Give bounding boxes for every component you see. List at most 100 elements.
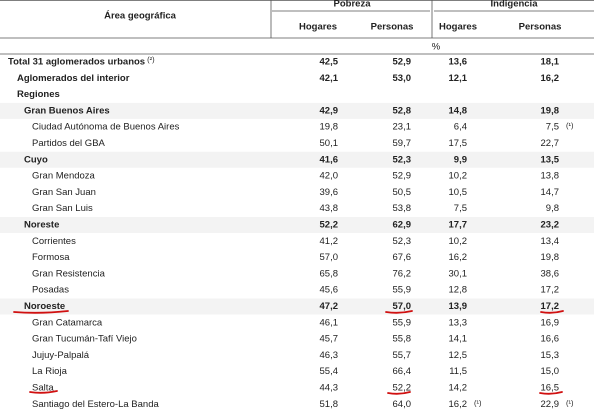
- cell: 55,7: [393, 350, 412, 361]
- row-label: Aglomerados del interior: [17, 73, 130, 84]
- cell: 62,9: [393, 220, 412, 231]
- cell: 13,4: [541, 236, 560, 247]
- cell: 45,6: [320, 285, 339, 296]
- row-label: Gran San Juan: [32, 187, 96, 198]
- row-label: Gran Mendoza: [32, 171, 96, 182]
- row-label: Gran Buenos Aires: [24, 105, 110, 116]
- cell: 23,2: [541, 220, 560, 231]
- underline: [29, 390, 58, 394]
- row-label: Salta: [32, 383, 54, 394]
- cell: 50,1: [320, 138, 339, 149]
- footnote: (¹): [566, 398, 574, 407]
- cell: 13,9: [449, 301, 468, 312]
- cell: 43,8: [320, 203, 339, 214]
- annotations: [13, 310, 564, 395]
- cell: 10,2: [449, 171, 468, 182]
- row-label: Formosa: [32, 252, 70, 263]
- col-header: Hogares: [439, 22, 477, 33]
- row-shade: [0, 298, 594, 315]
- cell: 53,0: [393, 73, 412, 84]
- pobreza-header: Pobreza: [334, 0, 372, 10]
- cell: 65,8: [320, 268, 339, 279]
- cell: 39,6: [320, 187, 339, 198]
- cell: 12,8: [449, 285, 468, 296]
- row-shade: [0, 102, 594, 119]
- row-shade: [0, 151, 594, 168]
- cell: 15,3: [541, 350, 560, 361]
- row-label: Gran San Luis: [32, 203, 93, 214]
- cell: 7,5: [454, 203, 467, 214]
- cell: 18,1: [541, 57, 560, 68]
- cell: 59,7: [393, 138, 412, 149]
- cell: 76,2: [393, 268, 412, 279]
- cell: 55,8: [393, 334, 412, 345]
- cell: 17,5: [449, 138, 468, 149]
- row-label: Ciudad Autónoma de Buenos Aires: [32, 122, 180, 133]
- cell: 67,6: [393, 252, 412, 263]
- cell: 17,2: [541, 301, 560, 312]
- underline: [13, 310, 69, 314]
- cell: 52,2: [393, 383, 412, 394]
- cell: 16,6: [541, 334, 560, 345]
- cell: 41,2: [320, 236, 339, 247]
- cell: 16,2: [541, 73, 560, 84]
- cell: 17,2: [541, 285, 560, 296]
- cell: 16,2: [449, 252, 468, 263]
- unit: %: [432, 42, 441, 53]
- indigencia-header: Indigencia: [491, 0, 539, 10]
- cell: 45,7: [320, 334, 339, 345]
- row-label: Posadas: [32, 285, 69, 296]
- cell: 42,9: [320, 105, 339, 116]
- cell: 42,0: [320, 171, 339, 182]
- row-label: Santiago del Estero-La Banda: [32, 399, 159, 410]
- cell: 13,6: [449, 57, 468, 68]
- cell: 66,4: [393, 366, 412, 377]
- cell: 14,7: [541, 187, 560, 198]
- cell: 7,5: [546, 122, 559, 133]
- cell: 52,2: [320, 220, 339, 231]
- cell: 10,2: [449, 236, 468, 247]
- cell: 9,8: [546, 203, 559, 214]
- row-label: Gran Resistencia: [32, 268, 106, 279]
- cell: 15,0: [541, 366, 560, 377]
- cell: 55,9: [393, 317, 412, 328]
- cell: 55,4: [320, 366, 339, 377]
- cell: 46,1: [320, 317, 339, 328]
- cell: 64,0: [393, 399, 412, 410]
- cell: 47,2: [320, 301, 339, 312]
- underline: [540, 310, 564, 314]
- row-label: Partidos del GBA: [32, 138, 106, 149]
- footnote: (²): [147, 55, 155, 64]
- cell: 22,9: [541, 399, 560, 410]
- footnote: (¹): [474, 398, 482, 407]
- cell: 52,9: [393, 57, 412, 68]
- cell: 9,9: [454, 154, 467, 165]
- cell: 51,8: [320, 399, 339, 410]
- cell: 46,3: [320, 350, 339, 361]
- area-header: Área geográfica: [104, 11, 177, 22]
- cell: 12,5: [449, 350, 468, 361]
- cell: 41,6: [320, 154, 339, 165]
- cell: 42,1: [320, 73, 339, 84]
- cell: 52,8: [393, 105, 412, 116]
- cell: 14,8: [449, 105, 468, 116]
- cell: 12,1: [449, 73, 468, 84]
- cell: 13,5: [541, 154, 560, 165]
- cell: 55,9: [393, 285, 412, 296]
- col-header: Personas: [371, 22, 414, 33]
- cell: 11,5: [449, 366, 467, 377]
- cell: 13,8: [541, 171, 560, 182]
- cell: 44,3: [320, 383, 339, 394]
- row-label: Cuyo: [24, 154, 48, 165]
- cell: 50,5: [393, 187, 412, 198]
- row-label: Corrientes: [32, 236, 76, 247]
- cell: 14,2: [449, 383, 468, 394]
- col-header: Hogares: [299, 22, 337, 33]
- row-label: Noreste: [24, 220, 59, 231]
- cell: 10,5: [449, 187, 468, 198]
- cell: 19,8: [541, 252, 560, 263]
- cell: 19,8: [320, 122, 339, 133]
- row-label: Regiones: [17, 89, 60, 100]
- cell: 19,8: [541, 105, 560, 116]
- row-label: Gran Tucumán-Tafí Viejo: [32, 334, 137, 345]
